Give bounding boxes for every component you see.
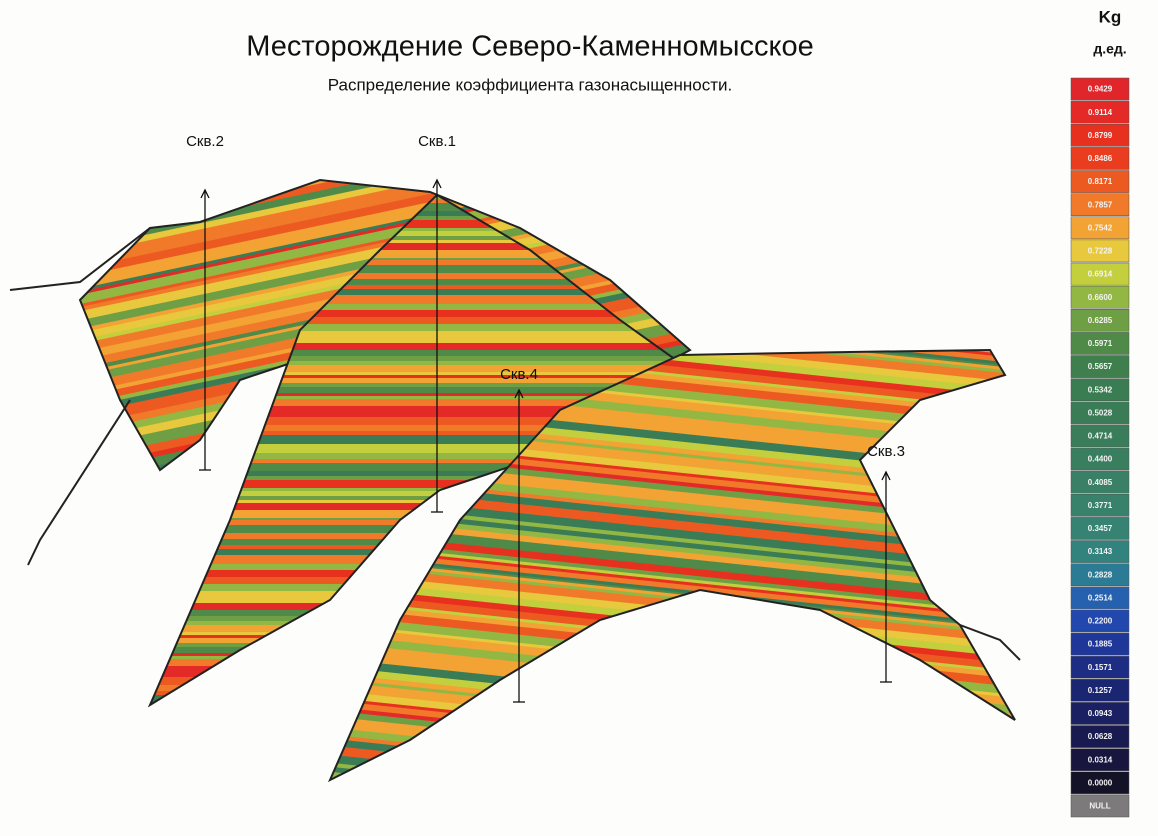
cross-section [10,180,1020,780]
figure: Скв.2 Скв.1 Скв.4 Скв.3 Месторождение Север… [0,0,1158,836]
legend-label: 0.5971 [1088,339,1113,348]
legend-label: 0.4400 [1088,455,1113,464]
legend-label: 0.2200 [1088,617,1113,626]
legend-label: 0.0628 [1088,732,1113,741]
legend-unit: д.ед. [1093,41,1126,57]
legend-label: 0.4085 [1088,478,1113,487]
legend-label: 0.6914 [1088,270,1113,279]
legend-label: 0.8799 [1088,131,1113,140]
legend-label: 0.8486 [1088,154,1113,163]
legend-label: 0.4714 [1088,432,1113,441]
horizon-line [28,400,130,565]
legend-label: 0.0314 [1088,755,1113,764]
legend-label: 0.2828 [1088,570,1113,579]
legend-label: 0.3457 [1088,524,1113,533]
subtitle: Распределение коэффициента газонасыщенно… [328,75,733,94]
legend-label: 0.0943 [1088,709,1113,718]
legend-label: 0.9114 [1088,108,1113,117]
legend-label: 0.3771 [1088,501,1113,510]
legend-label: 0.5028 [1088,408,1113,417]
legend-label: 0.7542 [1088,223,1113,232]
legend-label: 0.5657 [1088,362,1113,371]
legend-label: 0.5342 [1088,385,1113,394]
legend-label: 0.1885 [1088,640,1113,649]
legend-label: 0.9429 [1088,85,1113,94]
well-label: Скв.2 [186,133,224,150]
well-label: Скв.4 [500,366,538,383]
page: Скв.2 Скв.1 Скв.4 Скв.3 Месторождение Север… [0,0,1158,836]
legend-label: 0.2514 [1088,593,1113,602]
legend-title: Kg [1099,7,1122,26]
legend-label: 0.7857 [1088,200,1113,209]
legend-label: 0.0000 [1088,778,1113,787]
legend-label: 0.1257 [1088,686,1113,695]
well-label: Скв.1 [418,133,456,150]
legend-label: 0.1571 [1088,663,1113,672]
well-label: Скв.3 [867,443,905,460]
legend-label: 0.6600 [1088,293,1113,302]
legend-label: 0.8171 [1088,177,1113,186]
legend-label: NULL [1089,802,1110,811]
title: Месторождение Северо-Каменномысское [246,31,813,63]
legend: 0.9429 0.9114 0.8799 0.8486 0.8171 0.7857 0.75… [1071,78,1129,817]
legend-label: 0.3143 [1088,547,1113,556]
legend-label: 0.6285 [1088,316,1113,325]
legend-label: 0.7228 [1088,247,1113,256]
